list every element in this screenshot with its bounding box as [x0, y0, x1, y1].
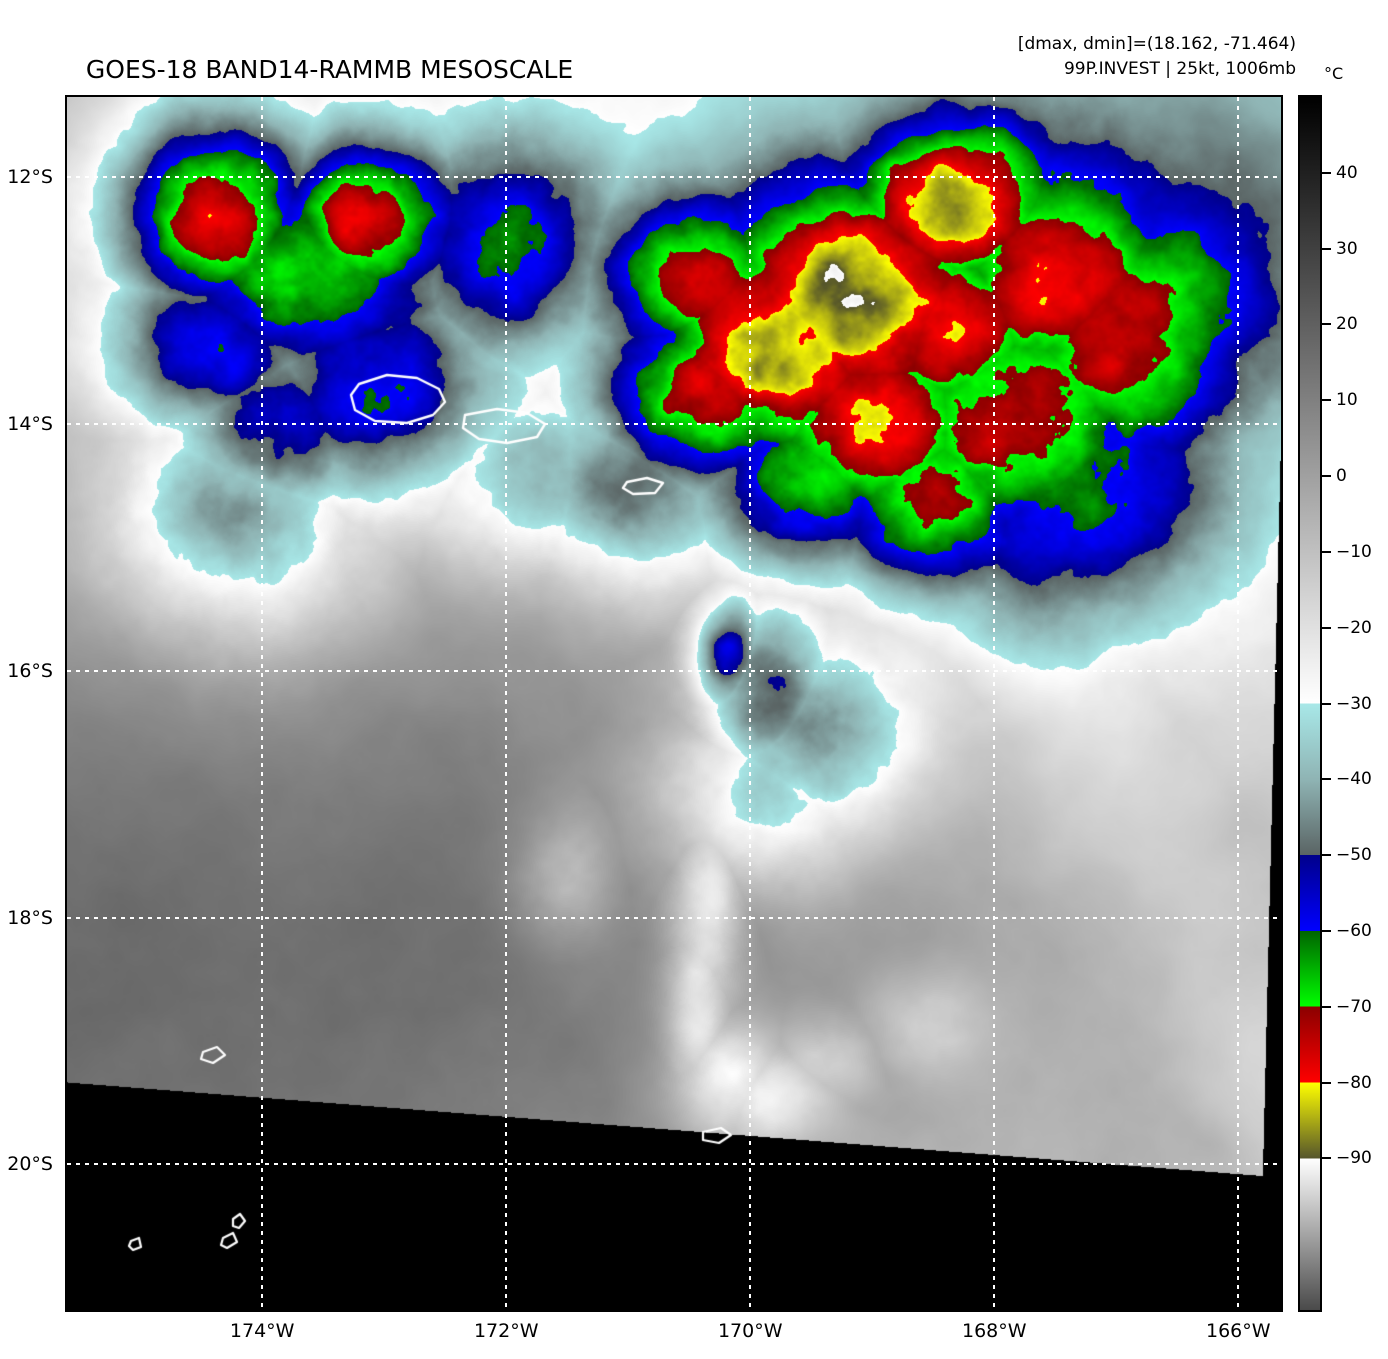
colorbar-tick-label-5: −10 — [1336, 541, 1372, 562]
colorbar-tick-label-4: 0 — [1336, 466, 1347, 487]
colorbar-tick-label-9: −50 — [1336, 845, 1372, 866]
colorbar-unit-label: °C — [1324, 64, 1344, 83]
title-line-1: GOES-18 BAND14-RAMMB MESOSCALE — [85, 55, 574, 84]
colorbar-tick-mark-2 — [1322, 323, 1331, 326]
colorbar-tick-mark-3 — [1322, 399, 1331, 402]
colorbar-tick-mark-12 — [1322, 1081, 1331, 1084]
colorbar-tick-label-12: −80 — [1336, 1072, 1372, 1093]
colorbar-tick-label-6: −20 — [1336, 617, 1372, 638]
lon-tick-label-2: 170°W — [717, 1320, 783, 1342]
lat-tick-label-4: 20°S — [7, 1153, 53, 1176]
satellite-image-plot[interactable]: Copyright © 2020-2026 Dapiya — [65, 95, 1283, 1312]
colorbar-tick-mark-0 — [1322, 171, 1331, 174]
colorbar-tick-label-3: 10 — [1336, 390, 1358, 411]
colorbar-tick-mark-6 — [1322, 626, 1331, 629]
colorbar-tick-label-0: 40 — [1336, 162, 1358, 183]
colorbar-gradient — [1300, 97, 1320, 1310]
lon-tick-label-3: 168°W — [961, 1320, 1027, 1342]
colorbar-tick-mark-8 — [1322, 778, 1331, 781]
lat-tick-label-3: 18°S — [7, 906, 53, 929]
colorbar-tick-label-7: −30 — [1336, 693, 1372, 714]
colorbar-tick-label-8: −40 — [1336, 769, 1372, 790]
storm-info-readout: 99P.INVEST | 25kt, 1006mb — [1063, 59, 1296, 79]
lon-tick-label-1: 172°W — [473, 1320, 539, 1342]
colorbar-tick-label-2: 20 — [1336, 314, 1358, 335]
colorbar-tick-mark-1 — [1322, 247, 1331, 250]
lon-tick-label-4: 166°W — [1206, 1320, 1271, 1342]
colorbar-tick-mark-11 — [1322, 1005, 1331, 1008]
colorbar-tick-label-10: −60 — [1336, 920, 1372, 941]
colorbar-tick-mark-10 — [1322, 929, 1331, 932]
colorbar-tick-mark-7 — [1322, 702, 1331, 705]
satellite-imagery-canvas — [67, 97, 1281, 1310]
colorbar-tick-mark-4 — [1322, 475, 1331, 478]
colorbar-tick-mark-5 — [1322, 550, 1331, 553]
colorbar[interactable] — [1298, 95, 1322, 1312]
colorbar-tick-label-11: −70 — [1336, 996, 1372, 1017]
colorbar-tick-mark-13 — [1322, 1157, 1331, 1160]
lat-tick-label-2: 16°S — [7, 659, 53, 682]
lat-tick-label-0: 12°S — [7, 166, 53, 189]
lat-tick-label-1: 14°S — [7, 413, 53, 435]
header-metadata: [dmax, dmin]=(18.162, -71.464) 99P.INVES… — [1018, 32, 1296, 82]
lon-tick-label-0: 174°W — [229, 1320, 295, 1342]
colorbar-tick-label-13: −90 — [1336, 1148, 1372, 1169]
colorbar-tick-label-1: 30 — [1336, 238, 1358, 259]
dmax-dmin-readout: [dmax, dmin]=(18.162, -71.464) — [1017, 34, 1296, 54]
colorbar-tick-mark-9 — [1322, 854, 1331, 857]
